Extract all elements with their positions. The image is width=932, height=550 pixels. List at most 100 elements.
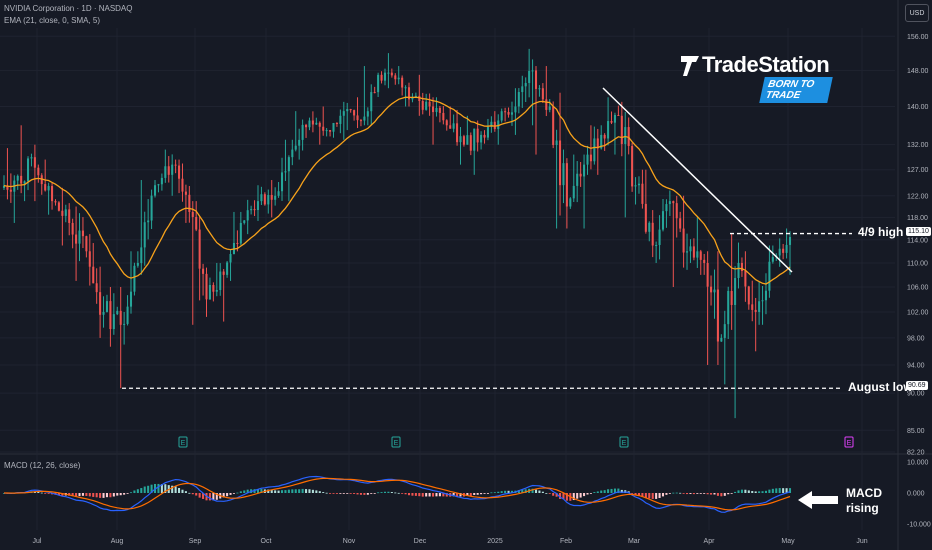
macd-histogram-bar [75, 493, 78, 497]
macd-histogram-bar [651, 493, 654, 499]
candle-body [414, 95, 417, 98]
macd-histogram-bar [342, 493, 345, 494]
macd-histogram-bar [236, 492, 239, 494]
candle-body [188, 194, 191, 212]
candle-body [524, 82, 527, 87]
macd-histogram-bar [284, 490, 287, 493]
candle-body [140, 247, 143, 263]
high-price-tag: 115.10 [906, 227, 931, 236]
candle-body [26, 158, 30, 182]
candle-body [6, 185, 9, 190]
candle-body [95, 283, 98, 293]
macd-histogram-bar [85, 493, 88, 496]
macd-histogram-bar [329, 493, 332, 494]
macd-histogram-bar [40, 492, 43, 494]
macd-histogram-bar [531, 488, 534, 493]
macd-histogram-bar [37, 491, 40, 493]
macd-histogram-bar [202, 493, 205, 499]
macd-histogram-bar [215, 493, 218, 500]
x-tick-label: Nov [343, 538, 356, 545]
candle-body [456, 123, 459, 143]
currency-button[interactable]: USD [905, 4, 929, 22]
candle-body [274, 195, 277, 200]
macd-histogram-bar [140, 488, 143, 493]
candle-body [212, 284, 215, 292]
candle-body [356, 115, 359, 121]
macd-histogram-bar [672, 492, 675, 494]
high-annotation: 4/9 high [858, 225, 904, 239]
candle-body [246, 210, 249, 221]
macd-histogram-bar [740, 489, 743, 493]
macd-arrow-icon [798, 491, 838, 509]
candle-body [311, 120, 314, 125]
candle-body [157, 184, 160, 186]
candle-body [665, 204, 668, 212]
macd-histogram-bar [208, 493, 211, 501]
macd-histogram-bar [178, 487, 181, 493]
macd-histogram-bar [734, 491, 737, 493]
macd-histogram-bar [380, 492, 383, 493]
candle-body [617, 114, 620, 116]
macd-histogram-bar [267, 489, 270, 493]
x-tick-label: Feb [560, 538, 572, 545]
candle-body [552, 106, 555, 145]
candle-body [126, 306, 129, 324]
macd-histogram-bar [260, 488, 263, 493]
macd-histogram-bar [679, 492, 682, 494]
x-tick-label: 2025 [487, 538, 503, 545]
candle-body [486, 126, 489, 138]
candle-body [178, 165, 181, 179]
candle-body [239, 222, 242, 244]
candle-body [287, 157, 290, 172]
candle-body [370, 92, 373, 112]
macd-histogram-bar [174, 486, 177, 493]
macd-histogram-bar [359, 493, 362, 495]
candle-body [579, 173, 582, 177]
macd-histogram-bar [483, 493, 486, 494]
earnings-marker-label: E [847, 440, 852, 447]
y-tick-label: 132.00 [907, 142, 929, 149]
candle-body [559, 140, 562, 186]
macd-histogram-bar [298, 489, 301, 493]
candle-body [442, 112, 445, 121]
macd-histogram-bar [71, 493, 74, 497]
macd-histogram-bar [668, 493, 671, 494]
macd-histogram-bar [696, 493, 699, 494]
candle-body [195, 216, 198, 230]
macd-histogram-bar [414, 493, 417, 496]
macd-histogram-bar [500, 491, 503, 493]
candle-body [504, 111, 507, 113]
macd-histogram-bar [727, 493, 730, 495]
macd-histogram-bar [88, 493, 91, 497]
macd-histogram-bar [613, 488, 616, 493]
candle-body [716, 289, 719, 342]
candle-body [322, 126, 325, 131]
candle-body [713, 289, 716, 293]
candle-body [383, 72, 387, 81]
macd-histogram-bar [716, 493, 719, 496]
candle-body [469, 135, 472, 151]
macd-histogram-bar [428, 493, 431, 497]
macd-histogram-bar [136, 489, 139, 493]
candle-body [668, 201, 671, 205]
macd-histogram-bar [785, 488, 788, 493]
candle-body [284, 171, 287, 173]
candle-body [425, 101, 428, 110]
macd-histogram-bar [246, 489, 249, 493]
macd-histogram-bar [576, 493, 579, 499]
macd-histogram-bar [109, 493, 112, 498]
candle-body [47, 186, 50, 191]
candle-body [723, 324, 726, 338]
candle-body [565, 163, 568, 207]
candle-body [589, 154, 592, 162]
candle-body [500, 111, 503, 121]
macd-histogram-bar [490, 492, 493, 494]
candle-body [782, 248, 785, 253]
candle-body [198, 229, 201, 269]
candle-body [514, 106, 517, 113]
x-tick-label: Apr [704, 538, 716, 545]
macd-histogram-bar [644, 493, 647, 499]
macd-histogram-bar [280, 490, 284, 493]
candle-body [651, 222, 654, 246]
